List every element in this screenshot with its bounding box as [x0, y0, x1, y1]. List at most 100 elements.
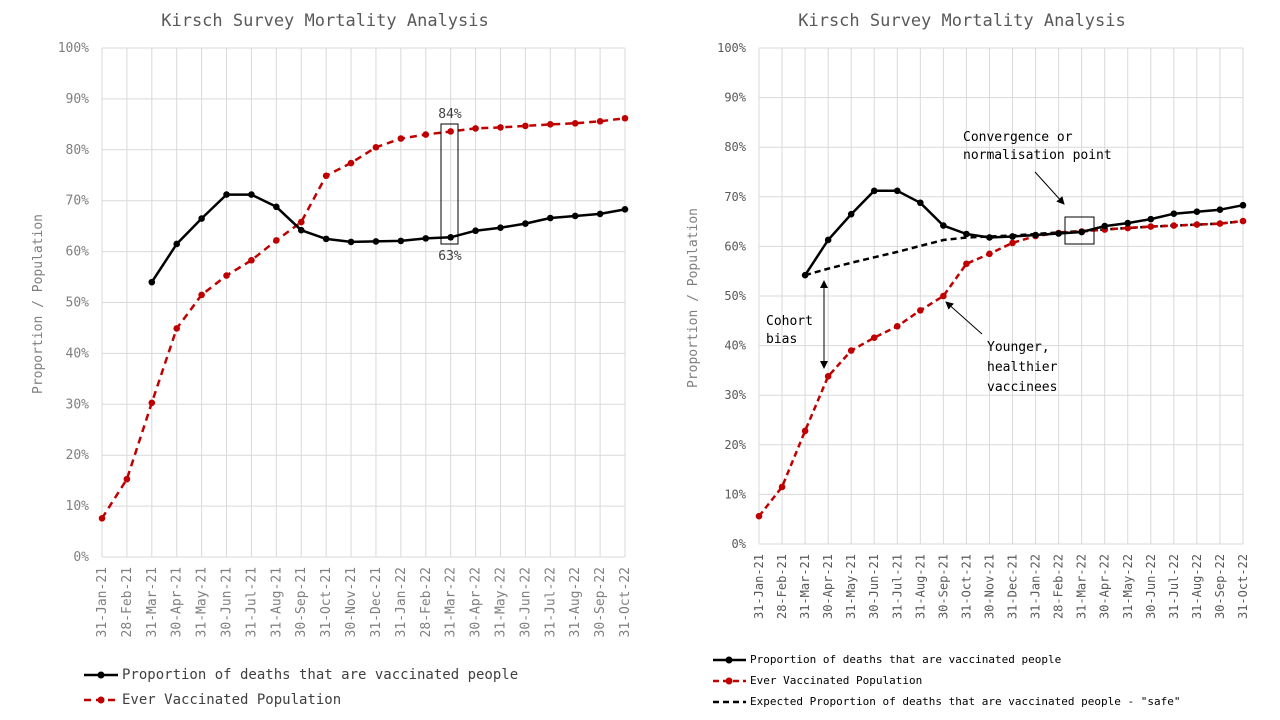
- x-tick-label: 31-Mar-21: [798, 554, 812, 619]
- y-tick-label: 80%: [66, 143, 90, 158]
- data-point: [497, 124, 504, 131]
- data-point: [123, 475, 131, 483]
- data-point: [447, 128, 454, 135]
- series-layer: [755, 187, 1247, 520]
- y-tick-label: 60%: [66, 245, 90, 260]
- data-point: [322, 172, 330, 180]
- data-point: [963, 230, 970, 238]
- annotation-84: 84%: [438, 107, 462, 122]
- x-tick-label: 30-Apr-21: [170, 567, 185, 637]
- data-point: [497, 224, 504, 231]
- x-tick-label: 31-Aug-22: [568, 567, 583, 637]
- data-point: [1078, 228, 1085, 236]
- x-tick-label: 31-Mar-21: [145, 567, 160, 637]
- data-point: [347, 159, 355, 167]
- x-tick-label: 31-Dec-21: [1006, 554, 1020, 619]
- data-point: [847, 210, 855, 218]
- data-point: [1170, 222, 1178, 229]
- x-tick-label: 30-Jun-21: [867, 554, 881, 619]
- x-tick-labels: 31-Jan-21 28-Feb-21 31-Mar-21 30-Apr-21 31-M…: [752, 554, 1250, 619]
- convergence-arrow: [1034, 171, 1065, 205]
- y-tick-label: 90%: [724, 91, 746, 105]
- x-tick-label: 31-Jan-22: [394, 567, 409, 637]
- x-tick-label: 30-Sep-21: [294, 567, 309, 637]
- data-point: [1239, 201, 1247, 209]
- legend-marker-vaccinated: [725, 677, 733, 685]
- y-tick-label: 70%: [66, 194, 90, 209]
- x-tick-label: 30-Sep-22: [593, 567, 608, 637]
- x-tick-label: 30-Jun-22: [1144, 554, 1158, 619]
- x-tick-label: 31-Mar-22: [444, 567, 459, 637]
- legend-label-vaccinated: Ever Vaccinated Population: [122, 692, 341, 708]
- data-point: [273, 203, 280, 211]
- data-point: [198, 215, 205, 222]
- annotation-convergence: Convergence or normalisation point: [963, 130, 1112, 163]
- data-point: [347, 238, 355, 246]
- data-point: [1032, 231, 1039, 239]
- data-point: [824, 373, 832, 380]
- y-tick-label: 10%: [66, 499, 90, 514]
- grid: [101, 47, 626, 558]
- legend: Proportion of deaths that are vaccinated…: [84, 667, 518, 708]
- highlight-box: [440, 123, 459, 245]
- data-point: [940, 222, 947, 229]
- x-tick-label: 30-Nov-21: [982, 554, 996, 619]
- annotation-cohort-bias: Cohort bias: [766, 314, 821, 347]
- x-tick-label: 31-Aug-22: [1190, 554, 1204, 619]
- data-point: [148, 278, 156, 286]
- y-tick-label: 20%: [724, 438, 746, 452]
- data-point: [621, 206, 629, 213]
- y-axis-label: Proportion / Population: [686, 208, 701, 388]
- data-point: [1147, 215, 1155, 223]
- y-tick-label: 60%: [724, 239, 746, 253]
- data-point: [223, 191, 230, 198]
- data-point: [986, 250, 993, 258]
- y-tick-label: 70%: [724, 190, 746, 204]
- y-tick-label: 50%: [66, 296, 90, 311]
- y-axis-label: Proportion / Population: [31, 214, 46, 394]
- data-point: [248, 256, 255, 264]
- y-tick-label: 50%: [724, 289, 746, 303]
- data-point: [1101, 222, 1109, 230]
- x-tick-label: 31-May-22: [1121, 554, 1135, 619]
- data-point: [824, 236, 832, 244]
- y-tick-label: 30%: [724, 388, 746, 402]
- data-point: [372, 238, 380, 245]
- data-point: [621, 114, 629, 122]
- y-tick-label: 0%: [732, 537, 747, 551]
- annotation-cohort-line-2: bias: [766, 332, 797, 347]
- annotation-convergence-line-2: normalisation point: [963, 148, 1112, 163]
- series-line-0: [804, 189, 1244, 276]
- x-tick-label: 31-Oct-21: [319, 567, 334, 637]
- x-tick-label: 28-Feb-21: [120, 567, 135, 637]
- y-tick-label: 40%: [724, 339, 746, 353]
- data-point: [893, 322, 901, 330]
- x-tick-label: 30-Apr-21: [821, 554, 835, 619]
- y-tick-label: 20%: [66, 448, 90, 463]
- x-tick-label: 31-Aug-21: [269, 567, 284, 637]
- data-point: [1147, 223, 1155, 230]
- x-tick-label: 30-Apr-22: [469, 567, 484, 637]
- y-tick-label: 90%: [66, 92, 90, 107]
- x-tick-label: 30-Sep-21: [936, 554, 950, 619]
- data-point: [522, 220, 529, 227]
- legend-label-vaccinated: Ever Vaccinated Population: [750, 674, 922, 687]
- convergence-box: [1064, 216, 1095, 245]
- series-line-2: [804, 219, 1244, 277]
- data-point: [223, 272, 230, 279]
- x-tick-label: 30-Nov-21: [344, 567, 359, 637]
- x-tick-label: 31-Jul-21: [244, 567, 259, 637]
- data-point: [940, 292, 947, 300]
- data-point: [397, 237, 405, 245]
- legend-label-deaths: Proportion of deaths that are vaccinated…: [750, 653, 1061, 666]
- y-tick-labels: 0% 10% 20% 30% 40% 50% 60% 70% 80% 90% 100%: [58, 41, 89, 565]
- data-point: [422, 235, 430, 242]
- x-tick-label: 28-Feb-22: [419, 567, 434, 637]
- data-point: [397, 135, 405, 142]
- data-point: [447, 234, 454, 241]
- data-point: [522, 122, 529, 130]
- data-point: [801, 427, 809, 435]
- data-point: [755, 512, 763, 520]
- left-chart: Kirsch Survey Mortality Analysis Proport…: [31, 11, 633, 708]
- data-point: [1009, 233, 1016, 240]
